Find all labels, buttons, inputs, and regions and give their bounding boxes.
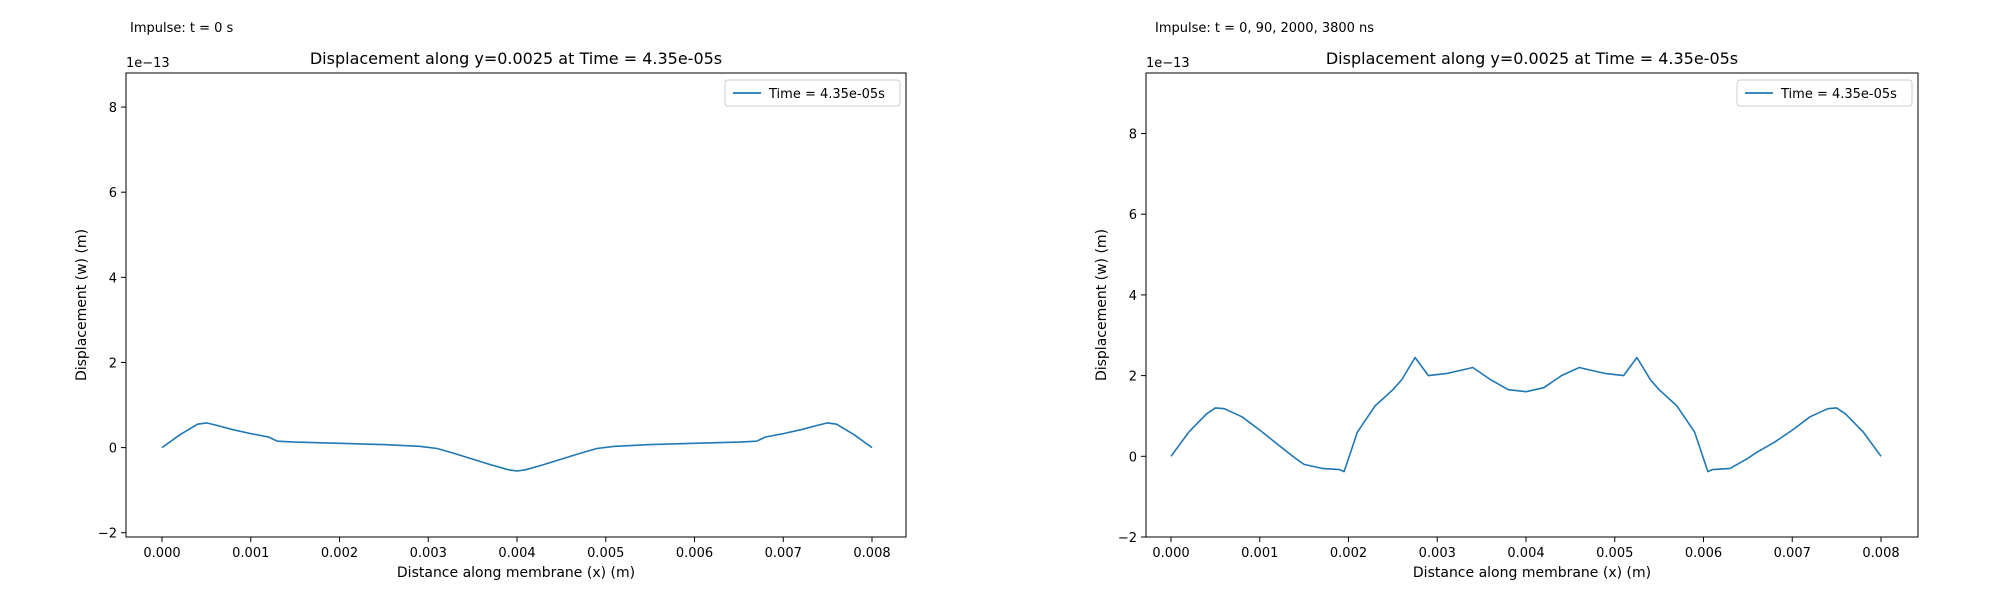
y-offset-label: 1e−13 — [126, 56, 170, 71]
y-tick-label: 6 — [1129, 208, 1137, 223]
legend-box — [1736, 79, 1913, 107]
plot-frame — [1145, 72, 1919, 538]
series-line — [1170, 356, 1882, 473]
y-tick-label: 6 — [109, 186, 117, 201]
x-tick-label: 0.004 — [498, 546, 535, 561]
x-tick-label: 0.007 — [1774, 546, 1811, 561]
legend-entry-label: Time = 4.35e-05s — [768, 87, 885, 102]
x-tick-label: 0.003 — [410, 546, 447, 561]
right-displacement-chart: Displacement along y=0.0025 at Time = 4.… — [1094, 49, 1919, 581]
y-tick-label: 0 — [109, 442, 117, 457]
x-tick-label: 0.004 — [1507, 546, 1544, 561]
y-tick-label: 4 — [109, 271, 117, 286]
y-tick-label: 8 — [1129, 128, 1137, 143]
x-tick-label: 0.005 — [1596, 546, 1633, 561]
y-tick-label: 0 — [1129, 450, 1137, 465]
impulse-label: Impulse: t = 0, 90, 2000, 3800 ns — [1155, 21, 1375, 36]
y-tick-label: −2 — [98, 527, 117, 542]
x-tick-label: 0.000 — [1152, 546, 1189, 561]
y-axis-label: Displacement (w) (m) — [74, 229, 90, 381]
right-panel: Impulse: t = 0, 90, 2000, 3800 ns Displa… — [1000, 0, 2000, 600]
x-axis-label: Distance along membrane (x) (m) — [1413, 565, 1651, 581]
y-tick-label: 2 — [109, 356, 117, 371]
left-panel: Impulse: t = 0 s Displacement along y=0.… — [74, 21, 907, 581]
x-tick-label: 0.008 — [1862, 546, 1899, 561]
x-tick-label: 0.000 — [143, 546, 180, 561]
x-tick-label: 0.003 — [1419, 546, 1456, 561]
y-tick-label: 2 — [1129, 370, 1137, 385]
x-axis-label: Distance along membrane (x) (m) — [397, 565, 635, 581]
chart-title: Displacement along y=0.0025 at Time = 4.… — [310, 49, 722, 68]
series-line — [161, 422, 873, 472]
impulse-label: Impulse: t = 0 s — [130, 21, 234, 36]
y-tick-label: −2 — [1118, 531, 1137, 546]
y-axis-label: Displacement (w) (m) — [1094, 229, 1110, 381]
x-tick-label: 0.001 — [1241, 546, 1278, 561]
legend-box — [724, 79, 901, 107]
y-tick-label: 8 — [109, 101, 117, 116]
y-tick-label: 4 — [1129, 289, 1137, 304]
x-tick-label: 0.006 — [676, 546, 713, 561]
x-tick-label: 0.001 — [232, 546, 269, 561]
left-displacement-chart: Displacement along y=0.0025 at Time = 4.… — [74, 49, 907, 581]
y-offset-label: 1e−13 — [1146, 56, 1190, 71]
x-tick-label: 0.005 — [587, 546, 624, 561]
legend-entry-label: Time = 4.35e-05s — [1780, 87, 1897, 102]
x-tick-label: 0.007 — [765, 546, 802, 561]
chart-title: Displacement along y=0.0025 at Time = 4.… — [1326, 49, 1738, 68]
x-tick-label: 0.006 — [1685, 546, 1722, 561]
x-tick-label: 0.008 — [853, 546, 890, 561]
x-tick-label: 0.002 — [1330, 546, 1367, 561]
x-tick-label: 0.002 — [321, 546, 358, 561]
plot-frame — [125, 72, 907, 538]
